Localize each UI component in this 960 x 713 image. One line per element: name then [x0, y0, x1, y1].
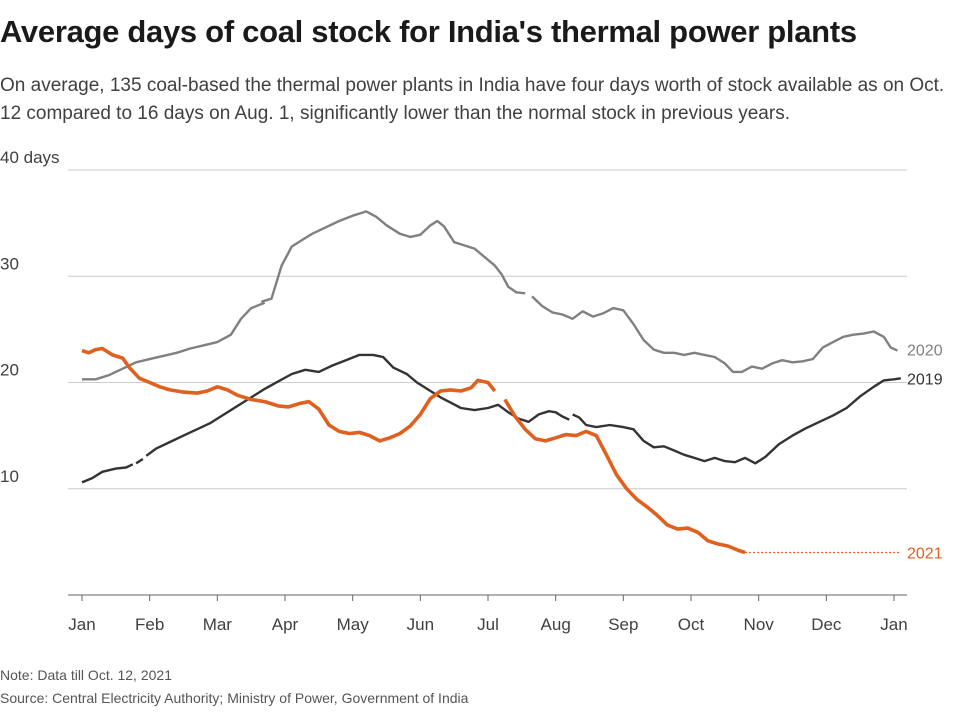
x-tick-label-aug-7: Aug: [541, 615, 571, 634]
x-tick-label-mar-2: Mar: [203, 615, 233, 634]
chart-subtitle: On average, 135 coal-based the thermal p…: [0, 75, 945, 124]
series-2021: [81, 346, 901, 555]
x-tick-label-sep-8: Sep: [608, 615, 638, 634]
series-label-2021: 2021: [907, 546, 943, 563]
x-tick-label-jun-5: Jun: [407, 615, 434, 634]
series-2019: [81, 353, 901, 484]
y-tick-label-10: 10: [0, 467, 19, 486]
x-axis: Jan Feb Mar Apr May Jun Jul Aug Sep Oct Nov Dec Jan: [68, 594, 908, 634]
series-label-2020: 2020: [907, 343, 943, 360]
x-tick-label-jul-6: Jul: [477, 615, 499, 634]
x-tick-label-feb-1: Feb: [135, 615, 164, 634]
y-tick-label-30: 30: [0, 254, 19, 273]
chart-labels: 2020 2019 2021: [907, 343, 943, 563]
line-2020-segment-0: [82, 301, 266, 381]
x-tick-label-jan-0: Jan: [68, 615, 95, 634]
line-2019-segment-0: [81, 463, 134, 484]
x-tick-label-apr-3: Apr: [272, 615, 299, 634]
x-tick-label-nov-10: Nov: [744, 615, 775, 634]
chart-note: Note: Data till Oct. 12, 2021: [0, 667, 172, 683]
line-2020-segment-3: [531, 295, 898, 374]
y-tick-label-40: 40 days: [0, 148, 60, 167]
line-2021-segment-1: [503, 398, 746, 555]
chart-grid: 40 days 30 20 10: [0, 148, 907, 490]
line-2020-segment-2: [514, 291, 526, 295]
line-2019-segment-1: [135, 457, 144, 465]
chart-source: Source: Central Electricity Authority; M…: [0, 690, 469, 706]
x-tick-label-may-4: May: [337, 615, 370, 634]
line-2021-segment-0: [81, 346, 497, 443]
x-tick-label-dec-11: Dec: [811, 615, 842, 634]
x-tick-label-jan-12: Jan: [880, 615, 907, 634]
series-2020: [82, 210, 898, 381]
line-2019-segment-2: [145, 353, 570, 457]
x-tick-label-oct-9: Oct: [678, 615, 705, 634]
chart-series: [81, 210, 901, 555]
line-2020-segment-1: [260, 210, 518, 303]
chart-title: Average days of coal stock for India's t…: [0, 14, 857, 49]
series-label-2019: 2019: [907, 371, 943, 388]
line-2019-segment-3: [572, 377, 901, 465]
y-tick-label-20: 20: [0, 361, 19, 380]
